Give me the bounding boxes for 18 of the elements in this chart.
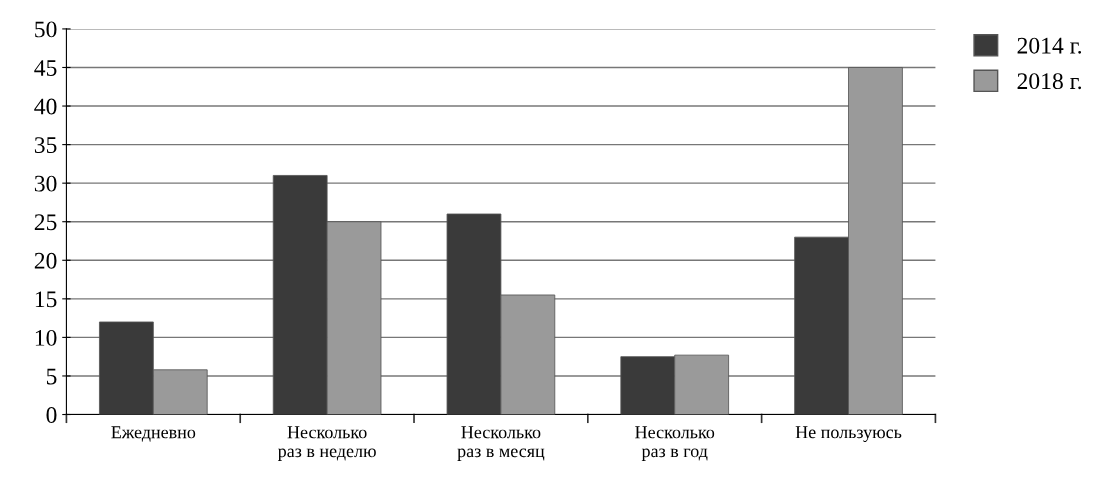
y-tick-label: 50: [35, 21, 57, 38]
x-tick-label: Ежедневно: [111, 426, 196, 442]
y-tick-label: 5: [46, 368, 57, 385]
y-tick-label: 0: [46, 407, 57, 423]
y-tick-label: 15: [35, 291, 57, 308]
legend-label: 2018 г.: [1017, 73, 1082, 90]
x-tick-label: Несколько раз в год: [635, 426, 715, 461]
x-tick-label: Несколько раз в месяц: [457, 426, 545, 461]
y-tick-label: 20: [34, 252, 57, 269]
y-tick-label: 10: [35, 329, 57, 346]
y-tick-label: 30: [34, 175, 57, 192]
x-tick-label: Не пользуюсь: [795, 426, 902, 443]
y-tick-label: 25: [34, 214, 57, 231]
y-tick-label: 45: [34, 60, 57, 76]
x-tick-label: Несколько раз в неделю: [277, 426, 376, 461]
y-tick-label: 35: [34, 137, 57, 154]
y-tick-label: 40: [34, 98, 57, 115]
legend-label: 2014 г.: [1017, 37, 1082, 54]
